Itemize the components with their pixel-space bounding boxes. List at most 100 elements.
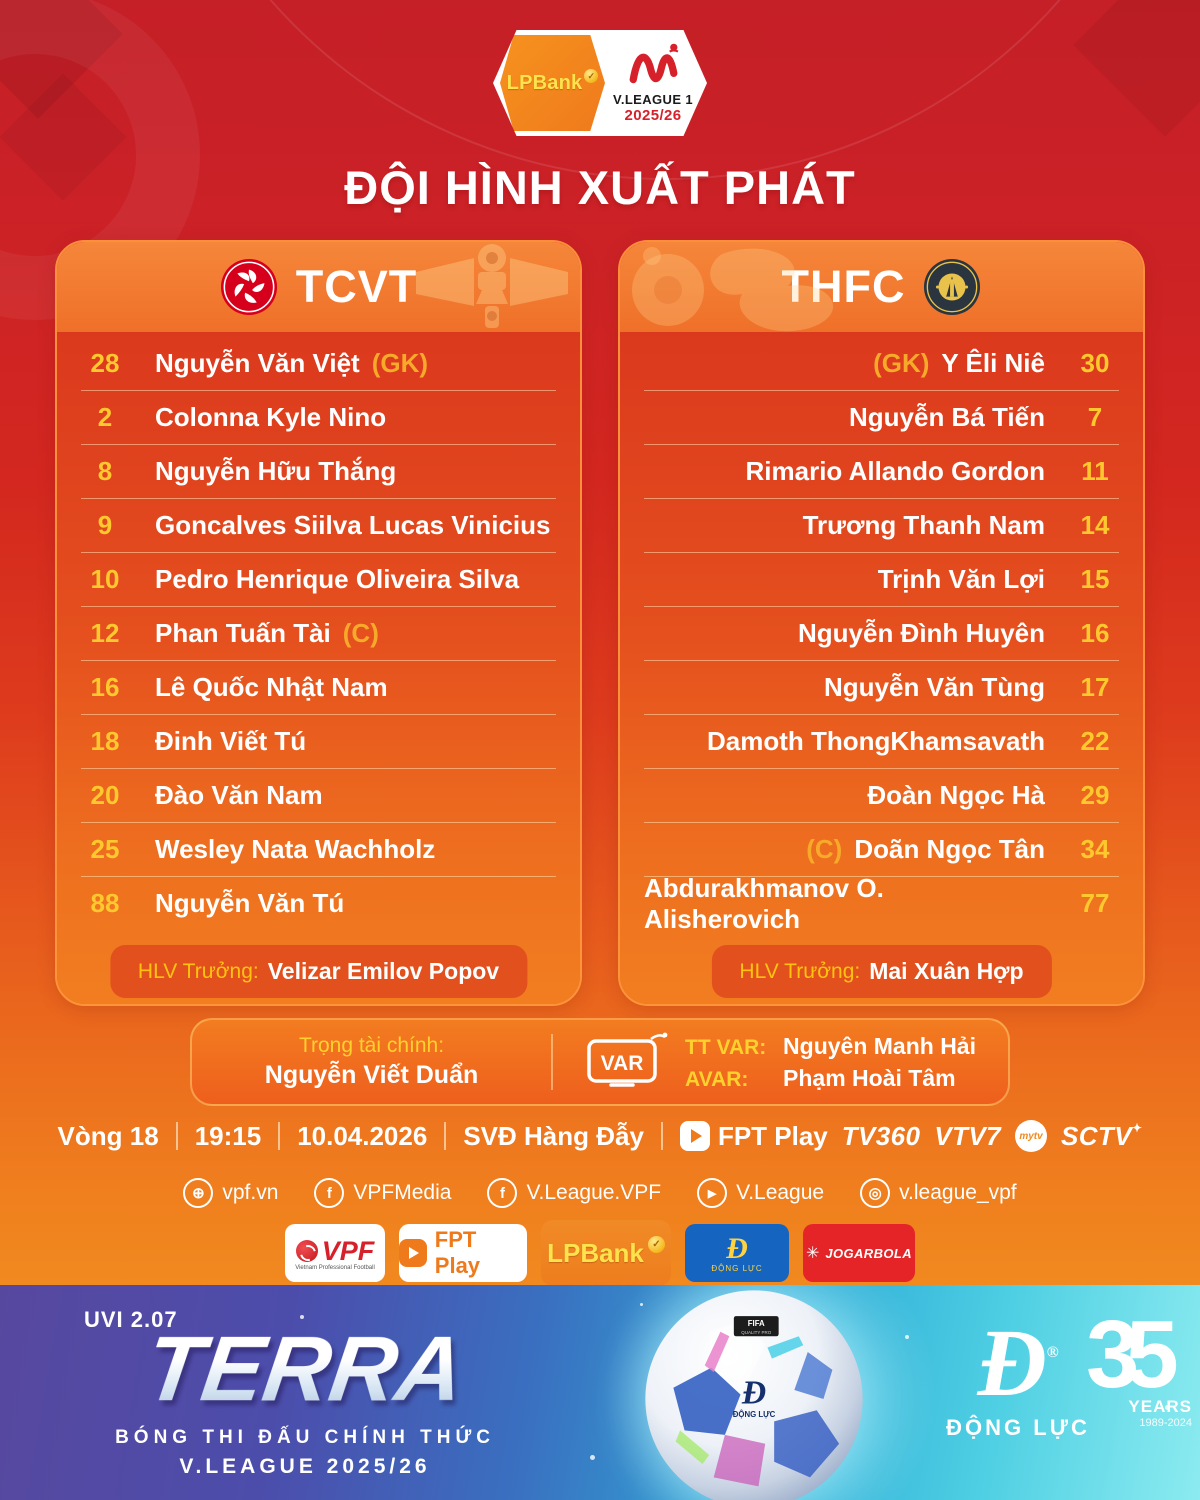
team-header-tcvt: TCVT [57,242,580,332]
sparkle [905,1335,909,1339]
player-row: (C) Doãn Ngọc Tân 34 [644,822,1119,876]
social-links-row: ⊕ vpf.vn f VPFMedia f V.League.VPF ▶ V.L… [0,1178,1200,1208]
instagram-icon: ◎ [860,1178,891,1208]
social-label: VPFMedia [353,1181,452,1204]
player-number: 9 [97,510,113,540]
social-link-facebook-vleague[interactable]: f V.League.VPF [487,1178,661,1208]
avar-label: AVAR: [685,1067,749,1091]
footer-caption-2: V.LEAGUE 2025/26 [179,1455,431,1478]
player-number: 20 [90,780,120,810]
social-label: V.League.VPF [526,1181,662,1204]
var-camera-decoration-icon [416,244,568,328]
player-name: Damoth ThongKhamsavath [706,726,1045,756]
match-date: 10.04.2026 [297,1120,428,1151]
vleague-badge-half: V.LEAGUE 1 2025/26 [605,38,701,128]
coach-name: Velizar Emilov Popov [267,958,500,984]
vpf-wordmark: VPF [321,1235,375,1266]
team-code-thfc: THFC [781,261,906,312]
fpt-play-logo: FPT Play [399,1224,527,1282]
tt-var-row: TT VAR: Nguyên Manh Hải [685,1033,976,1060]
player-list-right: (GK) Y Êli Niê 30 Nguyễn Bá Tiến 7 Rimar… [620,332,1143,934]
player-row: Rimario Allando Gordon 11 [644,444,1119,498]
sponsor-logos-row: VPF Vietnam Professional Football FPT Pl… [0,1220,1200,1286]
broadcaster-fpt-play: FPT Play [679,1121,828,1152]
player-row: 88 Nguyễn Văn Tú [81,876,556,930]
player-number: 30 [1080,347,1110,378]
separator [444,1122,447,1150]
page-title: ĐỘI HÌNH XUẤT PHÁT [344,161,856,214]
separator [278,1122,281,1150]
player-name: Trịnh Văn Lợi [877,564,1045,594]
lpbank-logo: LPBank ✓ [541,1220,671,1286]
coach-bar-thfc: HLV Trưởng: Mai Xuân Hợp [711,945,1052,998]
player-list-left: 28 Nguyễn Văn Việt (GK) 2 Colonna Kyle N… [57,332,580,930]
player-role-tag: (C) [806,834,843,864]
tcvt-club-logo [220,258,277,316]
player-name: Rimario Allando Gordon [745,456,1045,486]
dongluc-footer-wordmark: ĐỘNG LỰC [946,1415,1090,1440]
player-row: 28 Nguyễn Văn Việt (GK) [81,336,556,390]
player-name: Pedro Henrique Oliveira Silva [155,564,520,594]
vpf-subtext: Vietnam Professional Football [295,1264,375,1271]
lpbank-coin-icon: ✓ [584,69,599,83]
team-body-thfc: (GK) Y Êli Niê 30 Nguyễn Bá Tiến 7 Rimar… [620,332,1143,1004]
avar-name: Phạm Hoài Tâm [783,1064,956,1091]
player-number: 16 [1080,618,1110,648]
social-link-facebook-vpfmedia[interactable]: f VPFMedia [314,1178,451,1208]
match-info-row: Vòng 18 19:15 10.04.2026 SVĐ Hàng Đẫy FP… [0,1120,1200,1152]
vpf-logo: VPF Vietnam Professional Football [285,1224,385,1282]
player-name: Colonna Kyle Nino [155,402,387,432]
social-link-website[interactable]: ⊕ vpf.vn [183,1178,278,1208]
player-row: 18 Đinh Viết Tú [81,714,556,768]
fpt-play-wordmark: FPT Play [434,1227,481,1278]
player-row: 9 Goncalves Siilva Lucas Vinicius [81,498,556,552]
player-name: Nguyễn Hữu Thắng [155,456,397,486]
player-row: Đoàn Ngọc Hà 29 [644,768,1119,822]
player-number: 22 [1080,726,1110,756]
team-panel-tcvt: TCVT 28 Nguyễn Văn Việt (GK) 2 Colonna K… [55,240,582,1006]
player-row: Nguyễn Bá Tiến 7 [644,390,1119,444]
player-row: 8 Nguyễn Hữu Thắng [81,444,556,498]
player-row: 16 Lê Quốc Nhật Nam [81,660,556,714]
terra-ball-banner: UVI 2.07 TERRA BÓNG THI ĐẤU CHÍNH THỨC V… [0,1285,1200,1500]
fpt-play-icon [399,1239,427,1267]
officials-divider [551,1034,554,1090]
thfc-club-logo [924,258,981,316]
player-row: 10 Pedro Henrique Oliveira Silva [81,552,556,606]
player-row: (GK) Y Êli Niê 30 [644,336,1119,390]
tt-var-name: Nguyên Manh Hải [783,1032,976,1059]
vleague-wordmark: V.LEAGUE 1 [612,92,694,107]
sparkle [590,1455,595,1460]
player-row: Damoth ThongKhamsavath 22 [644,714,1119,768]
player-row: 2 Colonna Kyle Nino [81,390,556,444]
player-name: Abdurakhmanov O. Alisherovich [644,872,884,934]
player-row: Trương Thanh Nam 14 [644,498,1119,552]
svg-text:ĐỘNG LỰC: ĐỘNG LỰC [733,1410,776,1419]
main-referee-name: Nguyễn Viết Duẩn [264,1061,479,1089]
venue-label: SVĐ Hàng Đẫy [463,1120,644,1151]
player-role-tag: (C) [342,618,379,648]
social-link-youtube[interactable]: ▶ V.League [697,1178,824,1208]
star-icon: ✦ [1131,1120,1143,1135]
player-number: 34 [1080,834,1110,864]
coach-name: Mai Xuân Hợp [869,958,1024,984]
player-name: Nguyễn Văn Tùng [824,672,1045,702]
vleague-swoosh-icon [629,43,679,84]
social-link-instagram[interactable]: ◎ v.league_vpf [860,1178,1017,1208]
round-label: Vòng 18 [57,1120,159,1151]
coach-label: HLV Trưởng: [739,959,861,983]
diamond-watermark [1073,0,1200,137]
lpbank-wordmark: LPBank [547,1237,644,1268]
anniversary-logo: 35 YEARS 1989-2024 [1086,1307,1192,1430]
team-panel-thfc: THFC (GK) Y Êli Niê 30 [618,240,1145,1006]
team-header-thfc: THFC [620,242,1143,332]
player-name: Nguyễn Văn Tú [155,888,345,918]
player-name: Phan Tuấn Tài [155,618,331,648]
player-number: 25 [90,834,120,864]
player-row: 12 Phan Tuấn Tài (C) [81,606,556,660]
player-name: Wesley Nata Wachholz [155,834,436,864]
player-row: Nguyễn Đình Huyên 16 [644,606,1119,660]
main-referee-label: Trọng tài chính: [298,1034,445,1057]
dongluc-footer-logo: Đ® ĐỘNG LỰC [928,1303,1108,1441]
ball-model-label: UVI 2.07 [84,1307,178,1332]
